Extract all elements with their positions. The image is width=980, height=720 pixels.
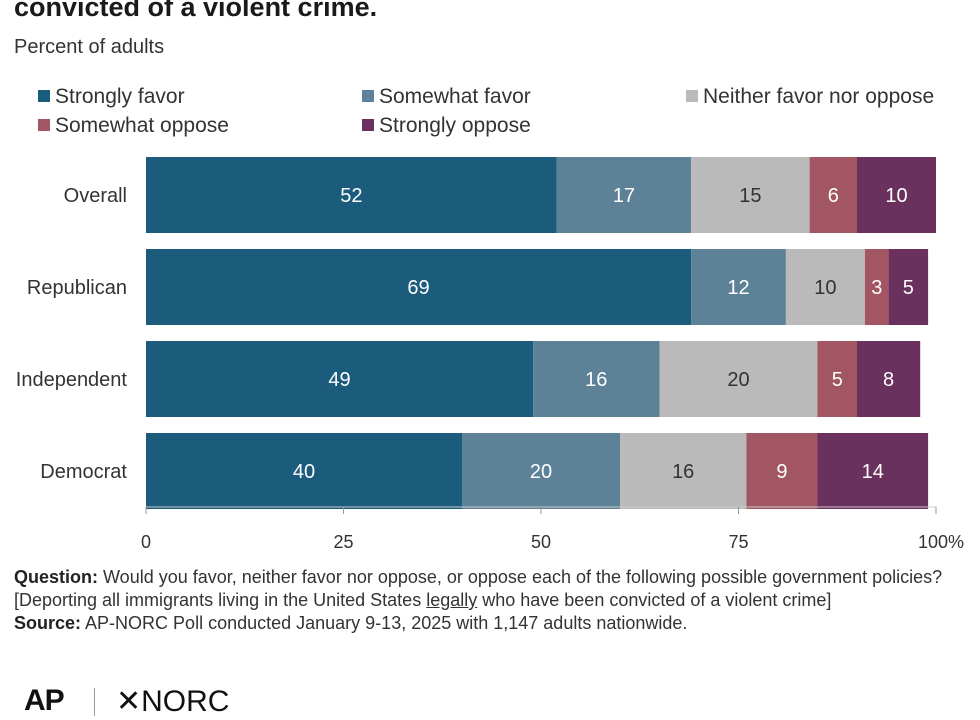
bar-segment xyxy=(659,341,818,417)
data-label: 5 xyxy=(903,277,914,299)
chart-notes: Question: Would you favor, neither favor… xyxy=(14,566,964,635)
bar-segment xyxy=(462,433,620,509)
norc-wordmark: NORC xyxy=(141,685,230,718)
legend-label: Somewhat oppose xyxy=(55,114,229,137)
bar-segment xyxy=(556,157,692,233)
norc-symbol-icon: ✕ xyxy=(116,685,142,718)
legend-swatch xyxy=(362,90,374,102)
bar-segment xyxy=(146,433,462,509)
data-label: 10 xyxy=(885,185,907,207)
source-label: Source: xyxy=(14,613,82,633)
bar-segment xyxy=(691,157,810,233)
data-label: 14 xyxy=(862,461,884,483)
data-label: 16 xyxy=(585,369,607,391)
legend: Strongly favor Somewhat favor Neither favo… xyxy=(38,85,978,145)
legend-swatch xyxy=(38,90,50,102)
question-text-start: Would you favor, neither favor nor oppos… xyxy=(14,567,943,610)
bar-segment xyxy=(146,249,692,325)
bar-segment xyxy=(746,433,818,509)
bar-segment xyxy=(809,157,857,233)
legend-label: Strongly oppose xyxy=(379,114,531,137)
data-label: 6 xyxy=(828,185,839,207)
source-note: Source: AP-NORC Poll conducted January 9… xyxy=(14,612,964,635)
legend-item-strongly-oppose: Strongly oppose xyxy=(362,114,531,138)
ap-logo: AP xyxy=(24,684,65,717)
legend-swatch xyxy=(38,119,50,131)
bar-segment xyxy=(533,341,660,417)
x-tick-label: 100% xyxy=(918,532,964,552)
data-label: 40 xyxy=(293,461,315,483)
data-label: 20 xyxy=(530,461,552,483)
question-underlined-word: legally xyxy=(426,590,478,610)
legend-label: Somewhat favor xyxy=(379,85,531,108)
source-text: AP-NORC Poll conducted January 9-13, 202… xyxy=(85,613,688,633)
bar-segment xyxy=(817,433,929,509)
question-note: Question: Would you favor, neither favor… xyxy=(14,566,964,612)
bar-segment xyxy=(857,157,936,233)
legend-swatch xyxy=(686,90,698,102)
x-tick-label: 50 xyxy=(531,532,551,552)
data-label: 15 xyxy=(739,185,761,207)
data-label: 17 xyxy=(613,185,635,207)
data-label: 20 xyxy=(727,369,749,391)
category-label-democrat: Democrat xyxy=(40,461,127,483)
question-label: Question: xyxy=(14,567,98,587)
bar-segment xyxy=(691,249,786,325)
bar-segment xyxy=(785,249,865,325)
x-tick-label: 0 xyxy=(141,532,151,552)
data-label: 12 xyxy=(727,277,749,299)
data-label: 49 xyxy=(328,369,350,391)
question-text-end: who have been convicted of a violent cri… xyxy=(477,590,832,610)
data-label: 8 xyxy=(883,369,894,391)
bar-segment xyxy=(817,341,857,417)
category-label-independent: Independent xyxy=(16,369,128,391)
legend-label: Neither favor nor oppose xyxy=(703,85,935,108)
bar-segment xyxy=(864,249,889,325)
legend-label: Strongly favor xyxy=(55,85,185,108)
chart-title: convicted of a violent crime. xyxy=(14,0,378,22)
category-label-republican: Republican xyxy=(27,277,127,299)
data-label: 3 xyxy=(871,277,882,299)
bar-segment xyxy=(620,433,747,509)
legend-item-neither-favor-nor-oppose: Neither favor nor oppose xyxy=(686,85,934,109)
data-label: 16 xyxy=(672,461,694,483)
bar-segment xyxy=(888,249,929,325)
legend-swatch xyxy=(362,119,374,131)
bar-segment xyxy=(146,157,557,233)
legend-item-somewhat-oppose: Somewhat oppose xyxy=(38,114,229,138)
norc-logo: ✕NORC xyxy=(116,684,229,719)
legend-item-somewhat-favor: Somewhat favor xyxy=(362,85,531,109)
logo-divider xyxy=(94,688,95,716)
bar-segment xyxy=(146,341,534,417)
data-label: 10 xyxy=(814,277,836,299)
chart-subtitle: Percent of adults xyxy=(14,36,165,58)
x-tick-label: 75 xyxy=(728,532,748,552)
x-tick-label: 25 xyxy=(333,532,353,552)
bar-segment xyxy=(857,341,921,417)
data-label: 69 xyxy=(407,277,429,299)
legend-item-strongly-favor: Strongly favor xyxy=(38,85,185,109)
data-label: 9 xyxy=(776,461,787,483)
data-label: 52 xyxy=(340,185,362,207)
category-label-overall: Overall xyxy=(64,185,127,207)
data-label: 5 xyxy=(832,369,843,391)
